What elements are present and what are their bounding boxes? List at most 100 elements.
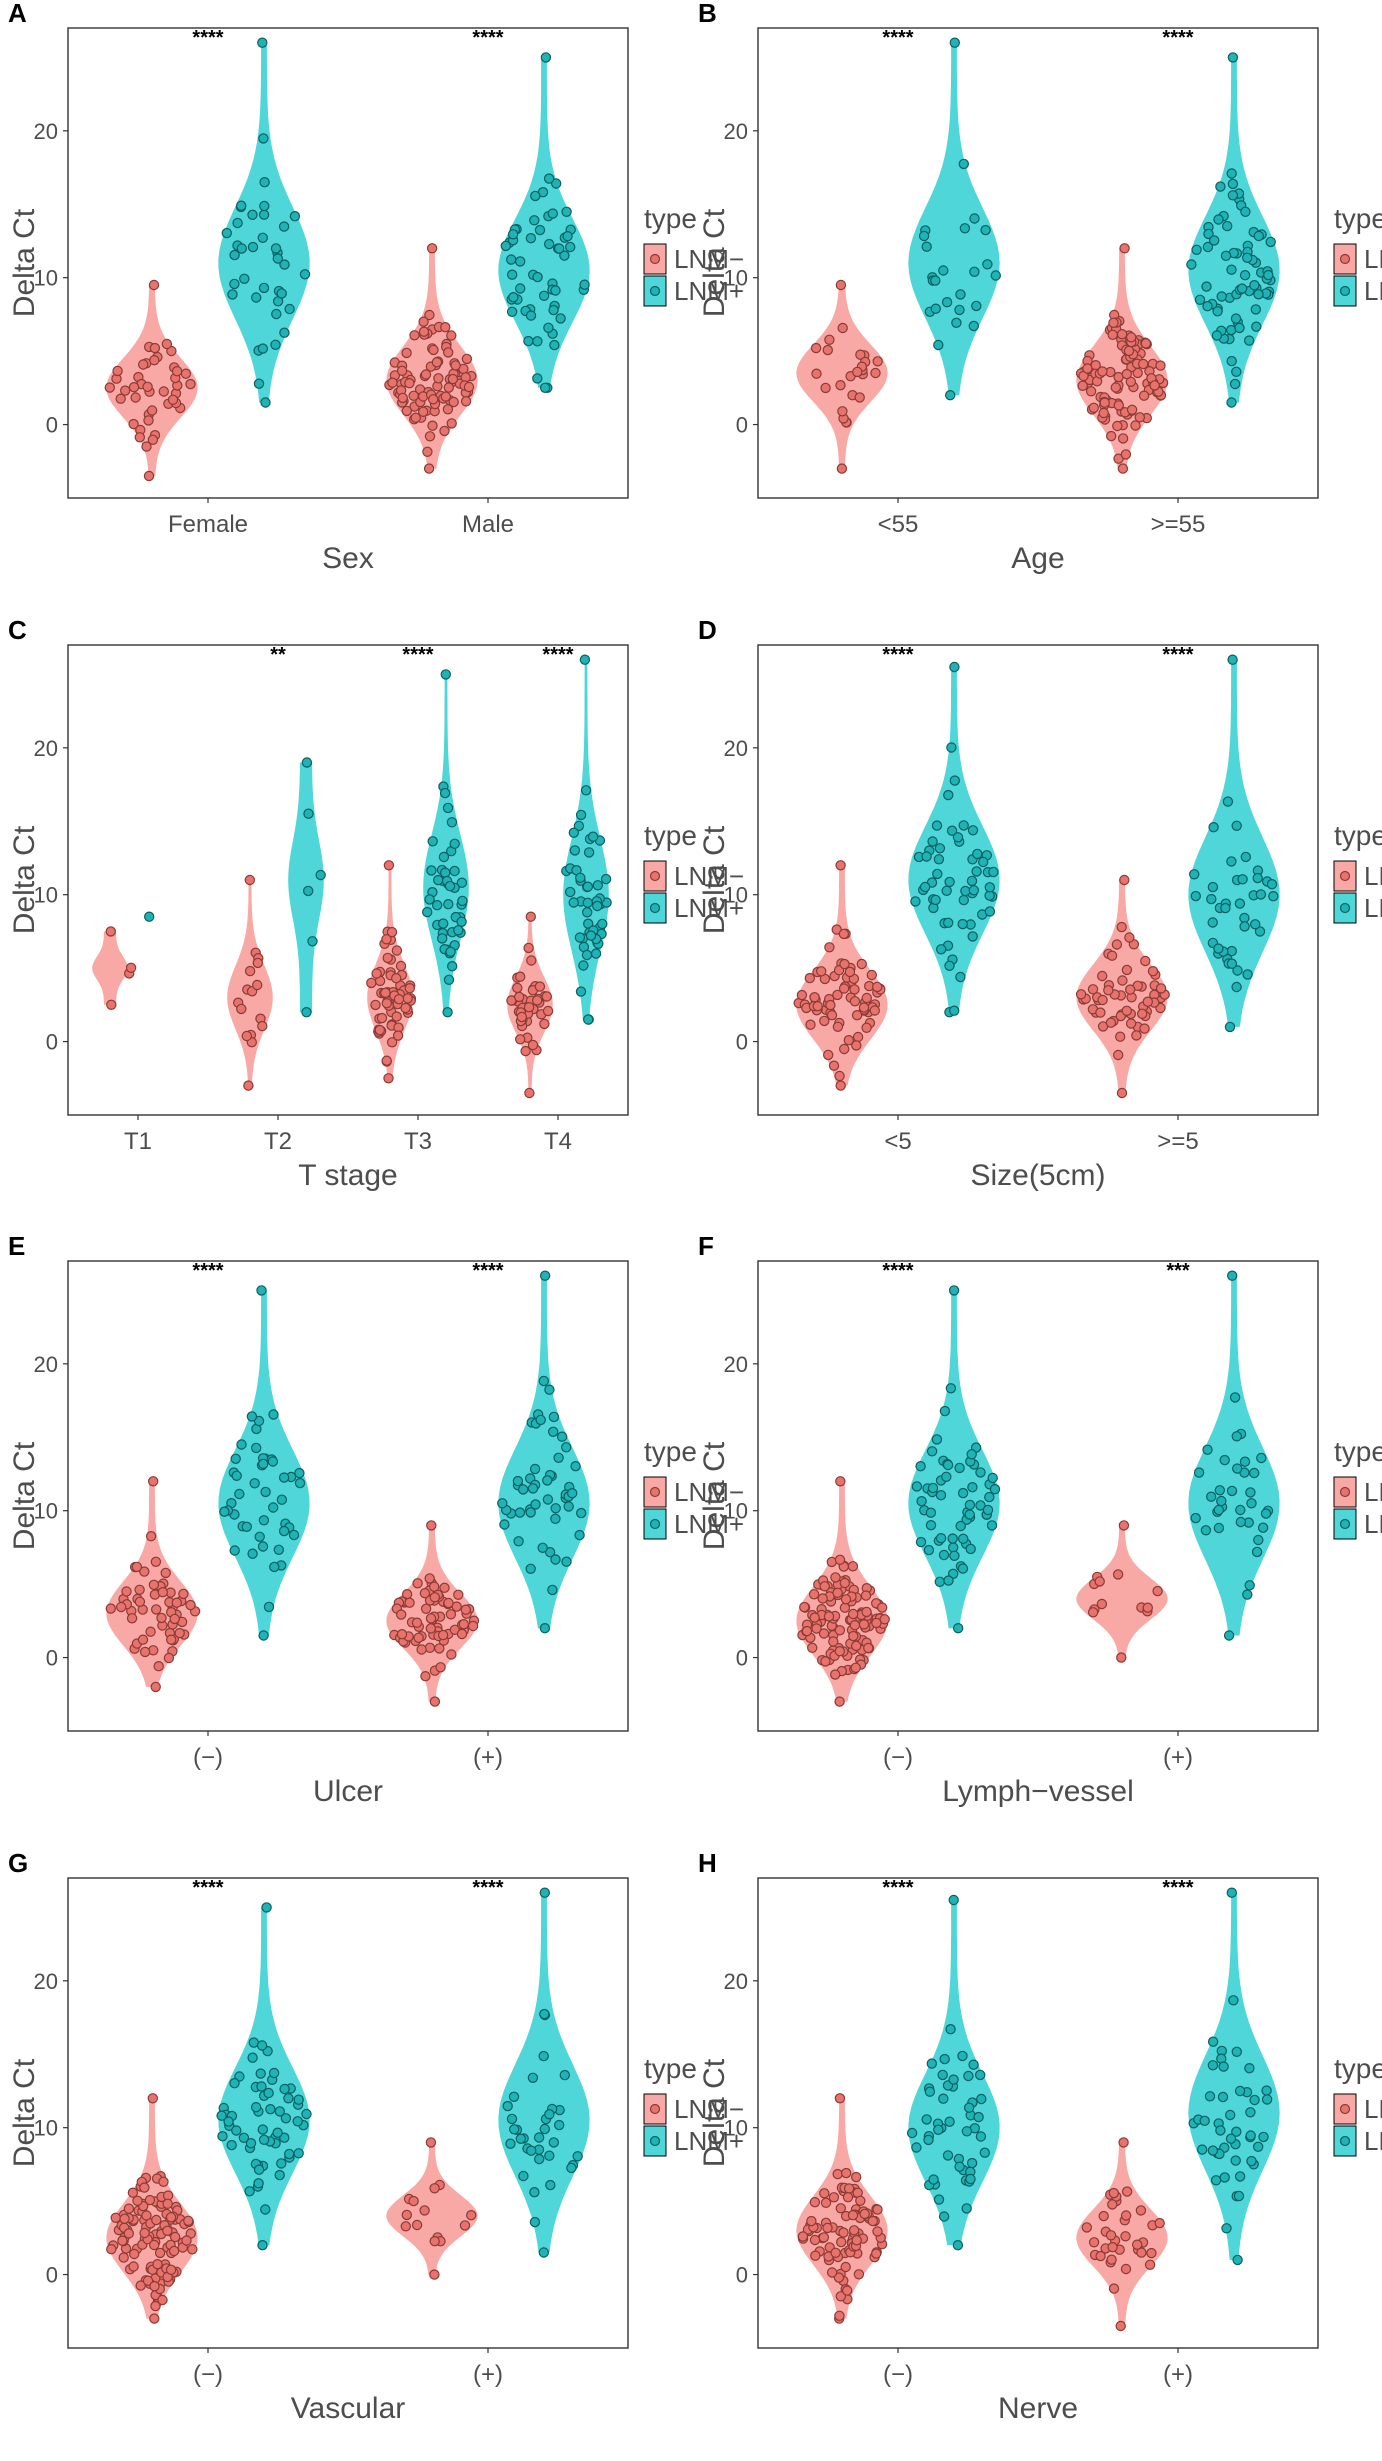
data-point [1147, 966, 1159, 977]
data-point [404, 378, 415, 389]
data-point [1228, 1995, 1239, 2006]
data-point [137, 1634, 149, 1645]
data-point [1096, 1598, 1108, 1610]
data-point [948, 1285, 960, 1296]
data-point [439, 1582, 450, 1593]
data-point [932, 868, 943, 880]
data-point [570, 1460, 581, 1472]
data-point [509, 2124, 520, 2135]
data-point [1115, 2320, 1126, 2332]
data-point [1224, 1021, 1236, 1033]
data-point [544, 238, 555, 250]
data-point [429, 2236, 440, 2247]
data-point [420, 1603, 432, 1614]
data-point [163, 1652, 175, 1664]
legend-dot [649, 253, 661, 265]
data-point [799, 1601, 810, 1613]
data-point [255, 2068, 266, 2079]
data-point [910, 896, 921, 907]
panel-label: H [698, 1848, 717, 1878]
data-point [870, 367, 881, 379]
data-point [1077, 380, 1088, 391]
legend-title: type [1334, 820, 1382, 851]
data-point [949, 1005, 960, 1016]
data-point [148, 1579, 160, 1590]
significance-label: **** [192, 1877, 223, 1899]
legend-dot [1339, 1518, 1351, 1530]
y-tick-label: 10 [724, 883, 748, 908]
data-point [844, 966, 856, 978]
data-point [258, 282, 270, 294]
panel-E: E 0 10 20 Delta Ct (−) **** (+) **** Ulcer type LNM… [8, 1231, 744, 1808]
x-axis-label: Age [1011, 542, 1064, 575]
data-point [1251, 1546, 1263, 1558]
data-point [945, 1383, 957, 1394]
data-point [505, 2138, 516, 2149]
data-point [587, 831, 599, 842]
data-point [980, 224, 991, 236]
legend-dot [649, 870, 661, 882]
y-axis-label: Delta Ct [698, 1441, 731, 1550]
data-point [1207, 2060, 1219, 2071]
data-point [838, 1043, 850, 1055]
data-point [420, 1671, 431, 1682]
data-point [527, 1483, 539, 1494]
data-point [806, 1642, 818, 1653]
violin-LNM+ [908, 1290, 1000, 1629]
data-point [1191, 244, 1202, 255]
data-point [837, 322, 848, 334]
data-point [425, 1623, 436, 1634]
data-point [1230, 313, 1242, 324]
data-point [257, 1541, 269, 1552]
data-point [1087, 984, 1099, 995]
data-point [830, 1572, 841, 1583]
data-point [866, 969, 877, 981]
data-point [219, 1506, 230, 1517]
legend-item: LNM− [674, 2094, 744, 2124]
data-point [1214, 1485, 1226, 1496]
data-point [396, 1609, 407, 1620]
data-point [852, 1031, 864, 1043]
legend-title: type [644, 820, 697, 851]
data-point [271, 308, 282, 320]
data-point [382, 952, 393, 964]
panel-label: B [698, 0, 717, 28]
data-point [251, 1442, 262, 1454]
y-axis-label: Delta Ct [698, 2058, 731, 2167]
data-point [178, 1588, 189, 1600]
data-point [1231, 1431, 1243, 1442]
data-point [542, 1494, 554, 1505]
data-point [1227, 1270, 1238, 1281]
data-point [165, 2212, 177, 2223]
data-point [171, 366, 183, 377]
data-point [947, 1533, 958, 1544]
data-point [429, 2183, 440, 2194]
data-point [280, 2113, 292, 2124]
data-point [514, 991, 525, 1003]
data-point [1105, 1017, 1117, 1028]
data-point [968, 2059, 979, 2070]
data-point [433, 874, 444, 886]
data-point [1219, 2172, 1230, 2183]
data-point [1240, 851, 1252, 863]
data-point [303, 808, 314, 819]
data-point [419, 2205, 430, 2216]
data-point [1232, 2254, 1243, 2266]
y-tick-label: 10 [724, 2116, 748, 2141]
data-point [942, 2150, 954, 2161]
x-axis-label: T stage [298, 1159, 398, 1192]
data-point [935, 1490, 947, 1501]
data-point [466, 2210, 477, 2221]
data-point [134, 1596, 146, 1607]
data-point [833, 2272, 845, 2283]
data-point [294, 1467, 305, 1479]
data-point [541, 991, 553, 1002]
data-point [268, 2067, 280, 2079]
data-point [520, 1045, 531, 1057]
data-point [148, 279, 160, 291]
data-point [432, 900, 443, 911]
data-point [1155, 983, 1167, 994]
data-point [1095, 1007, 1106, 1018]
data-point [1131, 1030, 1142, 1041]
data-point [1118, 2137, 1129, 2148]
